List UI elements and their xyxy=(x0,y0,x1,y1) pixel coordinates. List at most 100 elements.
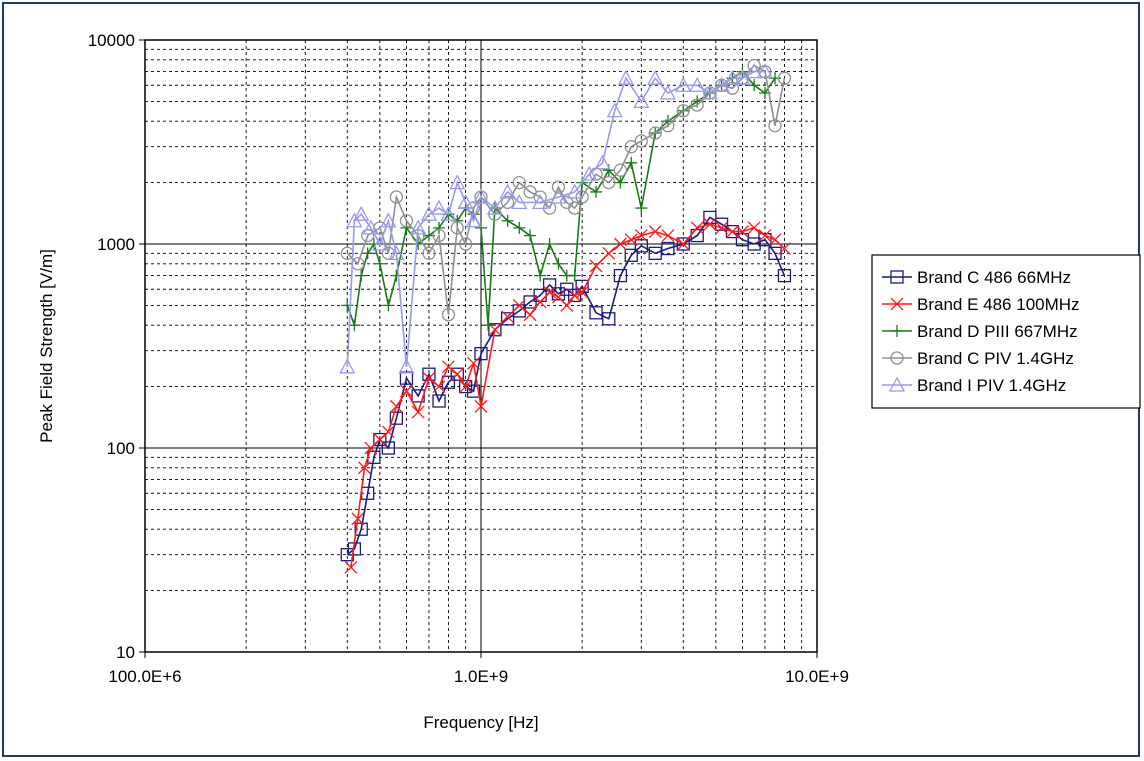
data-point xyxy=(624,233,638,247)
data-point xyxy=(381,246,396,260)
x-tick-label: 100.0E+6 xyxy=(108,667,181,686)
data-point xyxy=(661,229,675,243)
data-point xyxy=(449,174,466,190)
data-point xyxy=(399,384,413,398)
data-point xyxy=(756,63,774,79)
data-point xyxy=(581,165,598,181)
data-point xyxy=(575,190,589,204)
data-point xyxy=(353,205,370,221)
data-point xyxy=(589,259,603,273)
data-point xyxy=(433,221,446,234)
data-point xyxy=(501,310,515,324)
data-point xyxy=(371,235,388,251)
data-point xyxy=(690,221,704,235)
data-point xyxy=(675,76,692,92)
data-point xyxy=(465,212,482,228)
data-point xyxy=(777,268,792,283)
grid-lines xyxy=(145,40,817,652)
data-point xyxy=(748,79,761,92)
y-tick-label: 10000 xyxy=(88,31,135,50)
data-point xyxy=(501,214,514,227)
legend-label: Brand D PIII 667MHz xyxy=(917,322,1078,341)
data-point xyxy=(389,411,404,425)
data-point xyxy=(358,461,371,475)
data-point xyxy=(512,298,526,312)
data-point xyxy=(734,69,751,85)
series-4 xyxy=(340,58,792,322)
data-point xyxy=(459,380,473,394)
data-point xyxy=(724,69,741,85)
series-line xyxy=(346,70,765,367)
data-point xyxy=(575,285,589,299)
legend-swatch-marker xyxy=(888,376,906,392)
y-tick-label: 10 xyxy=(116,643,135,662)
data-point xyxy=(543,238,556,250)
y-axis-title: Peak Field Strength [V/m] xyxy=(37,249,56,443)
y-tick-label: 100 xyxy=(107,439,135,458)
data-point xyxy=(606,102,623,118)
data-point xyxy=(341,299,354,312)
series-2 xyxy=(344,217,791,574)
data-point xyxy=(512,175,526,190)
data-point xyxy=(388,244,405,260)
data-point xyxy=(551,180,566,194)
data-point xyxy=(714,217,729,231)
data-point xyxy=(458,379,473,394)
data-point xyxy=(354,522,368,536)
data-point xyxy=(398,358,415,374)
data-point xyxy=(566,183,583,199)
data-point xyxy=(511,193,528,210)
data-point xyxy=(747,221,761,235)
data-point xyxy=(450,367,464,381)
data-point xyxy=(410,219,427,235)
data-point xyxy=(635,202,648,215)
data-point xyxy=(624,140,638,154)
data-point xyxy=(676,237,690,251)
data-point xyxy=(676,237,690,251)
data-point xyxy=(500,312,515,326)
legend-swatch-marker xyxy=(890,297,904,311)
tick-labels: 100.0E+6 1.0E+9 10.0E+9 10 100 1000 10000 xyxy=(88,31,849,686)
data-point xyxy=(450,367,464,381)
data-point xyxy=(634,229,648,243)
legend-label: Brand C PIV 1.4GHz xyxy=(917,349,1074,368)
data-point xyxy=(440,205,457,221)
data-point xyxy=(613,163,628,177)
data-point xyxy=(351,512,365,526)
series-group xyxy=(339,58,792,574)
data-point xyxy=(617,69,635,85)
data-point xyxy=(411,405,425,419)
data-point xyxy=(589,306,603,320)
data-point xyxy=(689,76,706,92)
data-point xyxy=(735,225,749,239)
data-point xyxy=(768,246,782,260)
data-point xyxy=(703,217,717,231)
legend: Brand C 486 66MHz Brand E 486 100MHz Brand… xyxy=(871,254,1141,409)
legend-label: Brand I PIV 1.4GHz xyxy=(917,376,1066,395)
data-point xyxy=(777,71,792,85)
data-point xyxy=(624,248,638,262)
legend-item: Brand C 486 66MHz xyxy=(882,268,1071,287)
data-point xyxy=(552,257,565,270)
legend-item: Brand D PIII 667MHz xyxy=(882,322,1078,341)
data-point xyxy=(474,399,488,413)
data-point xyxy=(400,221,413,234)
series-line xyxy=(346,64,786,315)
data-point xyxy=(614,176,627,189)
data-point xyxy=(568,269,581,282)
data-point xyxy=(389,190,404,204)
data-point xyxy=(466,384,481,398)
data-point xyxy=(422,246,436,260)
series-1 xyxy=(340,210,792,562)
data-point xyxy=(441,308,456,322)
data-point xyxy=(523,308,537,322)
x-tick-label: 10.0E+9 xyxy=(785,667,849,686)
data-point xyxy=(602,312,616,326)
data-point xyxy=(648,225,662,239)
data-point xyxy=(777,242,791,256)
data-point xyxy=(634,134,648,148)
data-point xyxy=(361,247,374,260)
data-point xyxy=(625,156,638,169)
data-point xyxy=(568,288,582,303)
data-point xyxy=(701,84,718,100)
